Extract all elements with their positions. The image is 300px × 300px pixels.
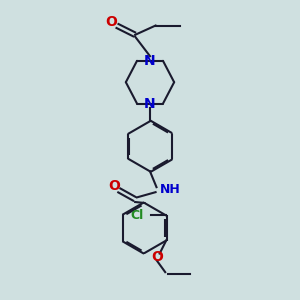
Text: O: O	[151, 250, 163, 264]
Text: O: O	[105, 15, 117, 29]
Text: NH: NH	[160, 183, 181, 196]
Text: N: N	[144, 97, 156, 111]
Text: N: N	[144, 54, 156, 68]
Text: O: O	[108, 179, 120, 193]
Text: Cl: Cl	[130, 209, 144, 222]
